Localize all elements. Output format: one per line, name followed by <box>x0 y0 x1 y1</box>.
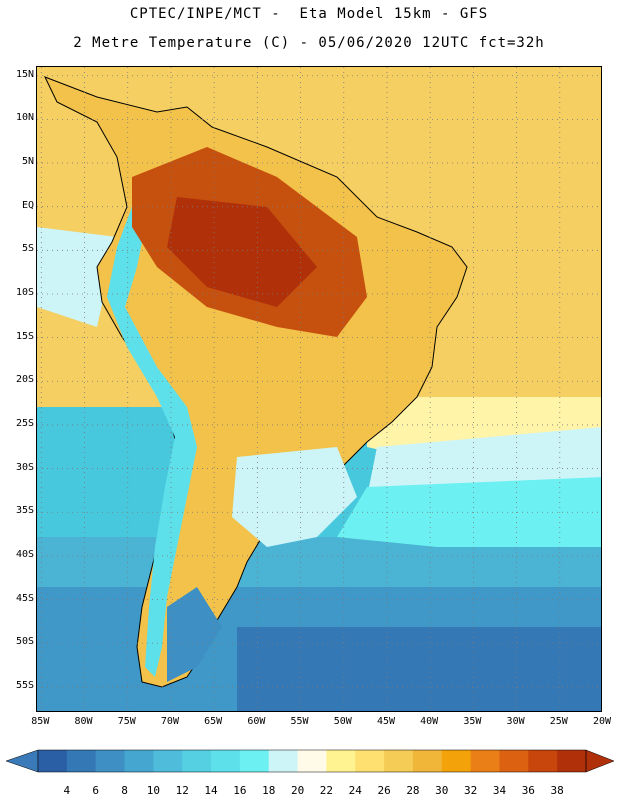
colorbar-swatch <box>124 750 154 772</box>
lat-tick-label: 5S <box>21 243 34 255</box>
ocean-band-subtropic <box>37 227 117 327</box>
lon-tick-label: 55W <box>290 716 309 727</box>
colorbar-swatch <box>326 750 356 772</box>
colorbar-swatch <box>182 750 212 772</box>
colorbar-swatch <box>66 750 97 772</box>
colorbar-swatch <box>268 750 299 772</box>
colorbar-tick-label: 32 <box>464 784 478 797</box>
colorbar-tick-label: 6 <box>92 784 99 797</box>
colorbar-tick-label: 36 <box>521 784 535 797</box>
land-amazon-core <box>167 197 317 307</box>
lon-tick-label: 20W <box>592 716 612 727</box>
lat-tick-label: 40S <box>15 548 34 560</box>
colorbar-tick-label: 16 <box>233 784 247 797</box>
colorbar-tick-label: 20 <box>290 784 305 797</box>
lat-tick-label: 10N <box>15 112 34 124</box>
lon-tick-label: 25W <box>549 716 568 727</box>
colorbar-tick-label: 34 <box>492 784 507 797</box>
colorbar-tick-label: 24 <box>348 784 362 797</box>
colorbar-tick-label: 10 <box>146 784 160 797</box>
colorbar-left-arrow <box>5 749 39 773</box>
lat-tick-label: 55S <box>15 679 34 691</box>
colorbar-frame <box>37 749 587 773</box>
lat-tick-label: 15S <box>15 330 34 342</box>
lon-tick-label: 75W <box>117 716 136 727</box>
colorbar-tick-label: 18 <box>262 784 276 797</box>
colorbar-swatch <box>153 750 183 772</box>
lat-tick-label: 20S <box>15 374 34 386</box>
lat-tick-label: 50S <box>15 636 34 648</box>
lat-tick-label: EQ <box>21 199 34 211</box>
lon-tick-label: 45W <box>376 716 395 727</box>
temperature-map <box>36 66 602 712</box>
colorbar-swatch <box>95 750 126 772</box>
colorbar-swatch <box>211 750 241 772</box>
colorbar-right-arrow <box>585 749 615 773</box>
colorbar-swatch <box>499 750 529 772</box>
lon-tick-label: 85W <box>31 716 50 727</box>
lat-tick-label: 35S <box>15 505 34 517</box>
lon-tick-label: 50W <box>333 716 352 727</box>
colorbar-tick-label: 30 <box>435 784 449 797</box>
lon-tick-label: 70W <box>160 716 179 727</box>
colorbar-swatch <box>239 750 270 772</box>
colorbar-swatch <box>384 750 414 772</box>
colorbar-tick-label: 22 <box>319 784 334 797</box>
colorbar-swatch <box>470 750 500 772</box>
land-patagonia-cold <box>167 587 222 682</box>
colorbar-swatch <box>297 750 327 772</box>
land-andes-cold <box>107 207 197 677</box>
colorbar-tick-label: 38 <box>550 784 564 797</box>
colorbar-tick-label: 8 <box>121 784 128 797</box>
lat-tick-label: 15N <box>15 68 34 80</box>
colorbar <box>5 749 615 773</box>
colorbar-swatch <box>412 750 443 772</box>
colorbar-tick-label: 14 <box>204 784 218 797</box>
colorbar-tick-label: 12 <box>175 784 189 797</box>
lat-tick-label: 45S <box>15 592 34 604</box>
chart-title: CPTEC/INPE/MCT - Eta Model 15km - GFS <box>129 6 489 22</box>
lat-tick-label: 5N <box>21 156 34 168</box>
colorbar-tick-label: 4 <box>63 784 71 797</box>
colorbar-swatch <box>38 750 68 772</box>
colorbar-swatch <box>528 750 558 772</box>
ocean-band-east-mid <box>337 477 601 547</box>
ocean-band-south-3 <box>237 627 601 711</box>
lat-tick-label: 25S <box>15 417 34 429</box>
lon-tick-label: 60W <box>247 716 266 727</box>
chart-subtitle: 2 Metre Temperature (C) - 05/06/2020 12U… <box>73 35 545 51</box>
lon-tick-label: 80W <box>74 716 93 727</box>
colorbar-swatch <box>441 750 472 772</box>
land-south-cool <box>232 447 357 547</box>
colorbar-tick-label: 26 <box>377 784 391 797</box>
lon-tick-label: 40W <box>420 716 439 727</box>
lon-tick-label: 35W <box>463 716 482 727</box>
colorbar-swatch <box>557 750 587 772</box>
lat-tick-label: 10S <box>15 286 34 298</box>
colorbar-tick-label: 28 <box>406 784 420 797</box>
lat-tick-label: 30S <box>15 461 34 473</box>
lon-tick-label: 65W <box>204 716 223 727</box>
colorbar-swatch <box>355 750 385 772</box>
lon-tick-label: 30W <box>506 716 525 727</box>
